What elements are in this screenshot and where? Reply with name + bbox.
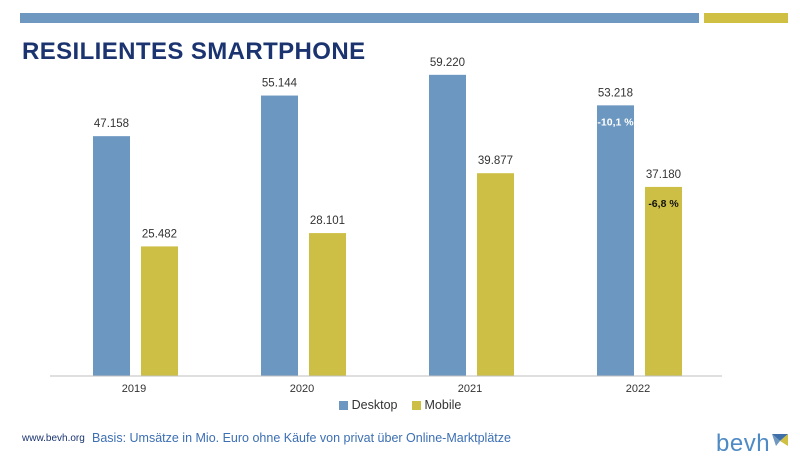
x-tick-label-2020: 2020 — [290, 383, 314, 395]
x-tick-label-2022: 2022 — [626, 383, 650, 395]
legend-swatch-desktop — [338, 400, 348, 410]
bar-mobile-2021 — [477, 173, 514, 376]
data-label-desktop-2022: 53.218 — [598, 87, 633, 99]
data-label-desktop-2019: 47.158 — [94, 118, 129, 130]
legend-item-mobile: Mobile — [411, 398, 462, 412]
legend-item-desktop: Desktop — [338, 398, 398, 412]
bar-mobile-2020 — [309, 233, 346, 376]
data-label-mobile-2020: 28.101 — [310, 215, 345, 227]
annotation-desktop-2022: -10,1 % — [597, 116, 634, 128]
data-label-mobile-2019: 25.482 — [142, 228, 177, 240]
data-label-mobile-2021: 39.877 — [478, 155, 513, 167]
bevh-logo-mark-icon — [772, 434, 789, 446]
x-tick-label-2019: 2019 — [122, 383, 146, 395]
header-bar-olive — [704, 13, 788, 23]
legend-label-desktop: Desktop — [351, 398, 398, 412]
bar-desktop-2020 — [261, 95, 298, 376]
bar-desktop-2021 — [429, 74, 466, 376]
page-title: RESILIENTES SMARTPHONE — [22, 38, 366, 65]
bar-desktop-2022 — [597, 105, 634, 377]
data-label-mobile-2022: 37.180 — [646, 169, 681, 181]
bar-desktop-2019 — [93, 136, 130, 376]
data-label-desktop-2020: 55.144 — [262, 78, 298, 90]
legend-swatch-mobile — [411, 400, 421, 410]
footer-url[interactable]: www.bevh.org — [22, 433, 85, 444]
x-tick-label-2021: 2021 — [458, 383, 482, 395]
chart-legend: Desktop Mobile — [0, 398, 800, 412]
data-label-desktop-2021: 59.220 — [430, 57, 465, 69]
bar-mobile-2022 — [645, 186, 682, 376]
header-bar-blue — [20, 13, 699, 23]
annotation-mobile-2022: -6,8 % — [648, 198, 679, 210]
logo-text: bevh — [716, 430, 771, 457]
footer-note: Basis: Umsätze in Mio. Euro ohne Käufe v… — [92, 431, 511, 445]
bar-mobile-2019 — [141, 246, 178, 376]
legend-label-mobile: Mobile — [424, 398, 462, 412]
bevh-logo: bevh — [716, 430, 789, 457]
